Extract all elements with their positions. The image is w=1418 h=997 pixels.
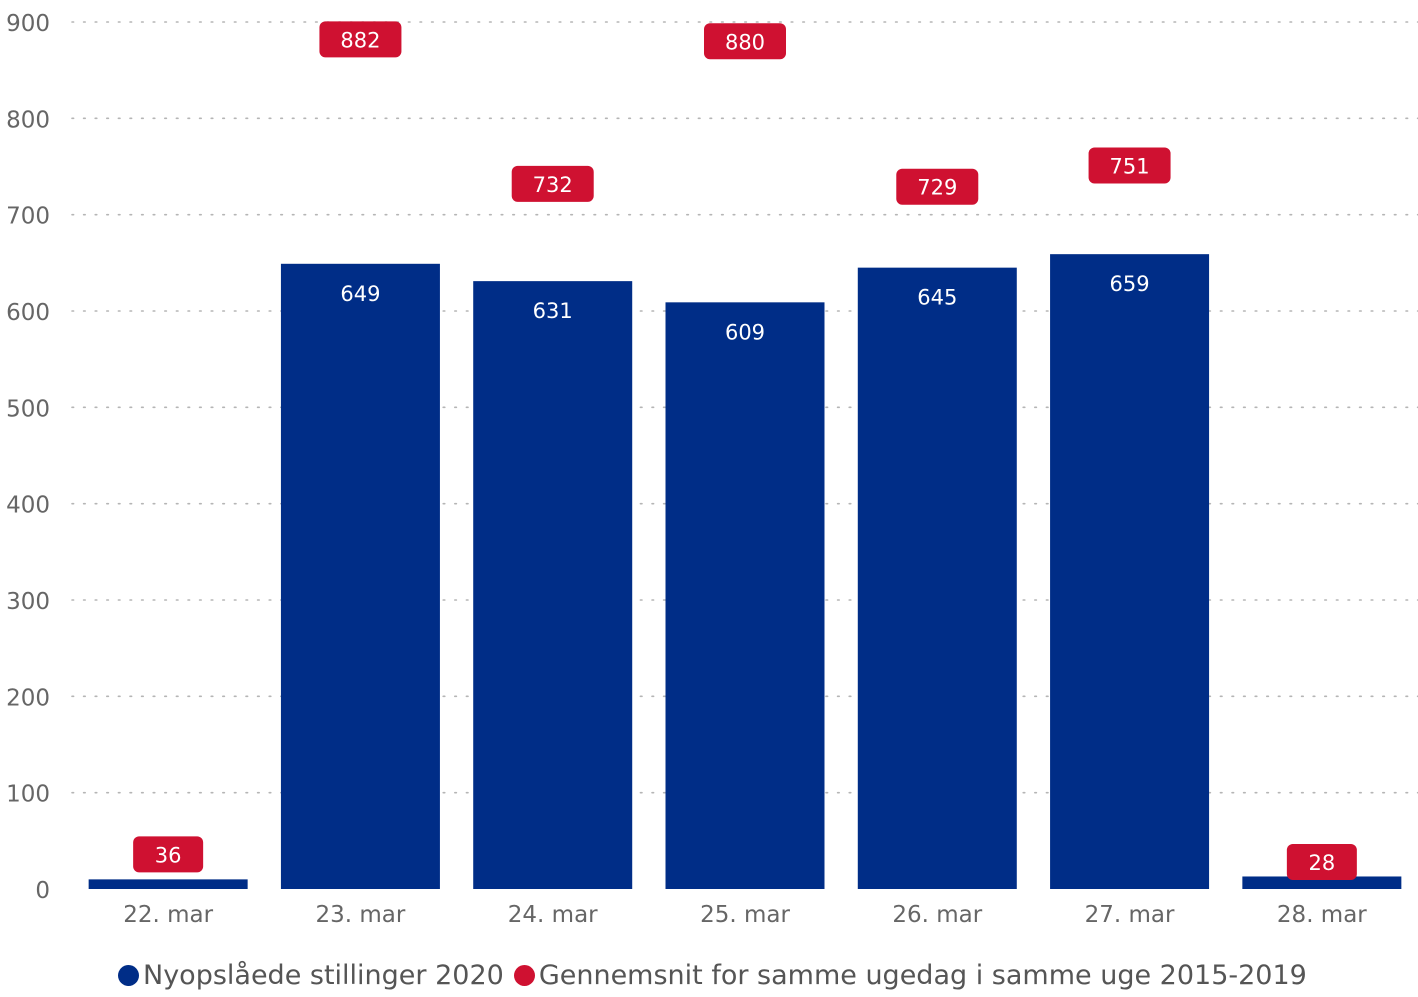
average-data-label: 732	[533, 173, 573, 197]
y-tick-label: 500	[6, 396, 50, 422]
bar	[857, 267, 1017, 889]
legend-label-gennemsnit: Gennemsnit for samme ugedag i samme uge …	[538, 959, 1307, 991]
legend-label-nyopslaede: Nyopslåede stillinger 2020	[143, 959, 504, 991]
bar	[280, 263, 440, 890]
bar	[473, 281, 633, 889]
bar	[665, 302, 825, 890]
average-marker	[704, 23, 786, 60]
y-tick-label: 900	[6, 11, 50, 37]
average-marker	[133, 836, 204, 873]
average-data-label: 36	[155, 843, 182, 867]
y-tick-label: 800	[6, 107, 50, 133]
legend: Nyopslåede stillinger 2020 Gennemsnit fo…	[118, 955, 1307, 995]
x-tick-label: 24. mar	[508, 902, 598, 928]
y-tick-label: 0	[35, 878, 50, 904]
bar	[88, 879, 248, 889]
x-tick-label: 28. mar	[1277, 902, 1367, 928]
average-marker	[1286, 844, 1357, 881]
bar-data-label: 609	[725, 320, 765, 344]
legend-dot-red-icon	[513, 964, 535, 986]
x-tick-label: 25. mar	[700, 902, 790, 928]
legend-item-nyopslaede[interactable]: Nyopslåede stillinger 2020	[118, 960, 504, 991]
average-marker	[511, 165, 594, 202]
average-data-label: 729	[917, 176, 957, 200]
y-tick-label: 700	[6, 204, 50, 230]
bar	[1050, 254, 1210, 889]
bar-data-label: 659	[1110, 272, 1150, 296]
legend-dot-blue-icon	[118, 964, 139, 986]
bar	[1242, 876, 1402, 889]
y-tick-label: 300	[6, 589, 50, 615]
y-tick-label: 400	[6, 493, 50, 519]
x-tick-label: 27. mar	[1085, 902, 1175, 928]
average-data-label: 880	[725, 30, 765, 54]
average-marker	[319, 21, 402, 58]
bar-data-label: 631	[533, 299, 573, 323]
y-tick-label: 600	[6, 300, 50, 326]
average-data-label: 882	[340, 28, 380, 52]
x-tick-label: 22. mar	[123, 902, 213, 928]
x-tick-label: 23. mar	[316, 902, 406, 928]
x-tick-label: 26. mar	[892, 902, 982, 928]
average-marker	[896, 168, 979, 205]
y-tick-label: 200	[6, 685, 50, 711]
average-data-label: 751	[1110, 155, 1150, 179]
average-marker	[1088, 147, 1171, 184]
y-tick-label: 100	[6, 782, 50, 808]
bar-data-label: 649	[340, 282, 380, 306]
legend-item-gennemsnit[interactable]: Gennemsnit for samme ugedag i samme uge …	[513, 959, 1307, 991]
bar-data-label: 645	[917, 286, 957, 310]
average-data-label: 28	[1308, 851, 1335, 875]
